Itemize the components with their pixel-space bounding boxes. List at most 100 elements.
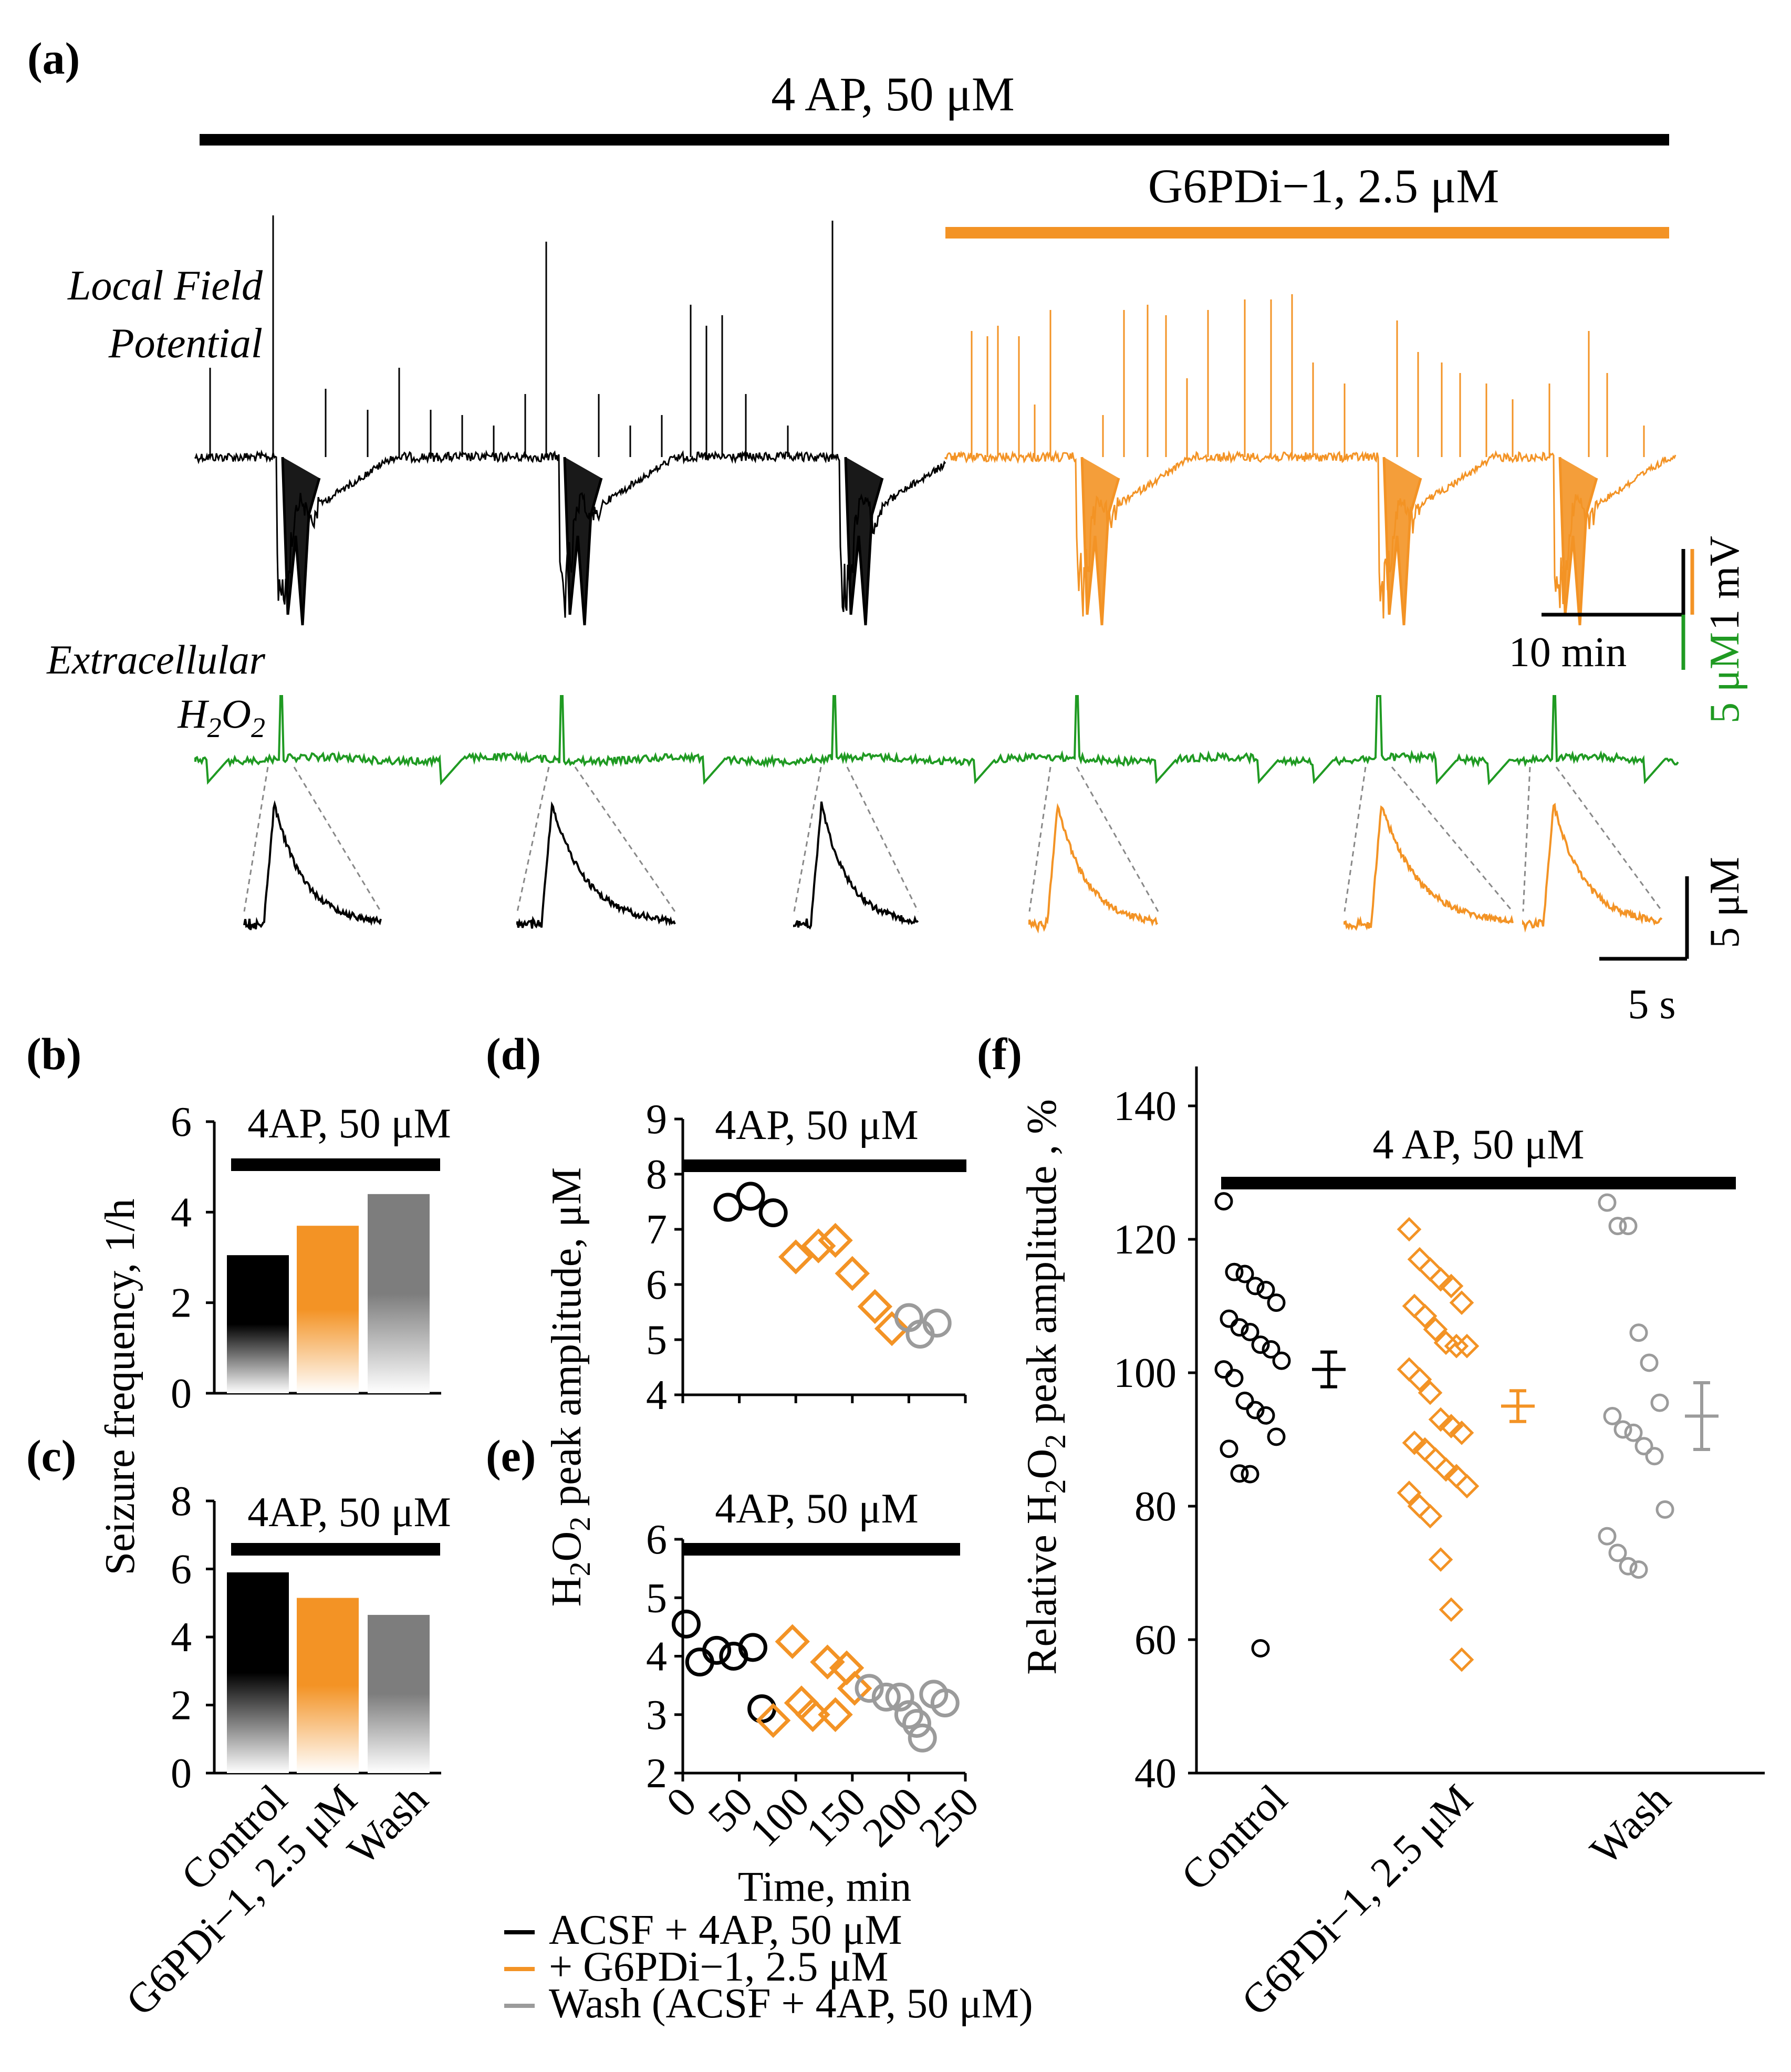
data-point: [1454, 1474, 1480, 1499]
data-point: [1640, 1353, 1659, 1372]
h2o2-trace-group: [194, 695, 1679, 785]
data-point: [855, 1674, 884, 1703]
inset-trace: [793, 801, 919, 930]
bc-ylabel: Seizure frequency, 1/h: [97, 1199, 143, 1576]
bar-0: [227, 1572, 289, 1773]
data-point: [1433, 1330, 1459, 1355]
lfp-seizure-discharge: [844, 457, 884, 626]
inset-trace: [1028, 803, 1159, 934]
data-point: [775, 1624, 810, 1659]
panel-label-c: (c): [26, 1431, 76, 1481]
panel-c-4ap-bar: [231, 1543, 440, 1556]
inset-guide-line: [243, 766, 269, 912]
data-point: [1449, 1420, 1474, 1445]
y-tick-label: 4: [646, 1634, 667, 1680]
y-tick-label: 0: [171, 1750, 192, 1797]
lfp-trace-group: [194, 215, 1677, 626]
data-point: [795, 1697, 830, 1732]
data-point: [1397, 1357, 1422, 1382]
data-point: [1267, 1293, 1286, 1312]
data-point: [1241, 1465, 1259, 1484]
y-tick-label: 6: [171, 1099, 192, 1145]
data-point: [1418, 1257, 1443, 1282]
inset-guide-line: [1555, 766, 1663, 912]
data-point: [1225, 1262, 1244, 1281]
data-point: [1418, 1380, 1443, 1405]
data-point: [1423, 1447, 1448, 1472]
y-tick-label: 6: [171, 1547, 192, 1593]
data-point: [1225, 1369, 1244, 1387]
category-label: Wash: [339, 1776, 436, 1874]
lfp-seizure-discharge: [1080, 457, 1120, 626]
y-tick-label: 120: [1113, 1217, 1176, 1263]
data-point: [1241, 1323, 1259, 1342]
inset-guide-line: [574, 766, 676, 912]
panel-f-ylabel: Relative H2O2 peak amplitude , %: [1019, 1099, 1072, 1675]
category-label: Wash: [1581, 1776, 1679, 1874]
legend-label: Wash (ACSF + 4AP, 50 μM): [549, 1981, 1033, 2027]
panel-label-d: (d): [486, 1029, 541, 1079]
data-point: [1608, 1217, 1627, 1236]
data-point: [1267, 1427, 1286, 1446]
inset-guide-line: [1391, 766, 1514, 912]
y-tick-label: 6: [646, 1517, 667, 1563]
data-point: [1645, 1447, 1664, 1466]
data-point: [922, 1309, 952, 1338]
data-point: [1613, 1420, 1632, 1439]
data-point: [1439, 1597, 1464, 1622]
data-point: [1449, 1647, 1474, 1672]
y-tick-label: 6: [646, 1262, 667, 1308]
data-point: [713, 1193, 743, 1222]
data-point: [1397, 1217, 1422, 1242]
y-tick-label: 2: [171, 1683, 192, 1729]
data-point: [1272, 1351, 1291, 1370]
inset-scalebar: [1599, 876, 1689, 961]
data-point: [1423, 1317, 1448, 1342]
data-point: [1428, 1267, 1453, 1292]
data-point: [702, 1635, 732, 1665]
inset-trace: [1522, 802, 1663, 933]
data-point: [1439, 1273, 1464, 1299]
data-point: [1629, 1560, 1648, 1579]
data-point: [874, 1311, 910, 1346]
y-tick-label: 100: [1113, 1350, 1176, 1396]
y-tick-label: 40: [1134, 1750, 1176, 1797]
y-tick-label: 4: [646, 1372, 667, 1418]
panel-f-bar-label: 4 AP, 50 μM: [1372, 1122, 1584, 1168]
data-point: [930, 1688, 960, 1717]
data-point: [1251, 1639, 1270, 1658]
panel-a-drug-bar: [945, 227, 1669, 239]
y-tick-label: 4: [171, 1189, 192, 1236]
y-tick-label: 2: [171, 1280, 192, 1327]
y-tick-label: 9: [646, 1096, 667, 1143]
panel-d-bar-label: 4AP, 50 μM: [715, 1102, 918, 1148]
y-tick-label: 0: [171, 1371, 192, 1417]
data-point: [738, 1633, 767, 1662]
data-point: [835, 1256, 870, 1291]
data-point: [1246, 1401, 1265, 1420]
data-point: [736, 1182, 765, 1211]
data-point: [671, 1609, 701, 1639]
data-point: [801, 1228, 836, 1263]
data-point: [1449, 1290, 1474, 1315]
de-ylabel: H2O2 peak amplitude, μM: [544, 1167, 597, 1607]
x-tick-label: 0: [658, 1779, 705, 1827]
panel-label-a: (a): [27, 33, 80, 84]
panel-label-b: (b): [26, 1029, 81, 1079]
inset-trace: [243, 800, 382, 930]
data-point: [778, 1239, 814, 1275]
data-point: [1256, 1281, 1275, 1300]
data-point: [1629, 1323, 1648, 1342]
data-point: [1220, 1309, 1238, 1328]
inset-trace: [516, 801, 676, 929]
data-point: [837, 1671, 872, 1706]
data-point: [1418, 1504, 1443, 1529]
bar-2: [368, 1614, 430, 1773]
data-point: [1412, 1303, 1438, 1329]
inset-guide-line: [1522, 766, 1531, 912]
inset-guide-line: [1344, 766, 1367, 912]
data-point: [1251, 1335, 1270, 1354]
data-point: [1655, 1500, 1674, 1519]
inset-guide-line: [516, 766, 550, 912]
